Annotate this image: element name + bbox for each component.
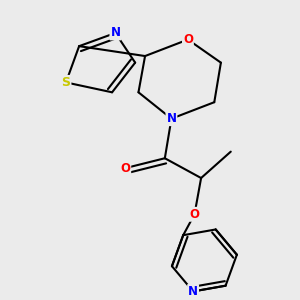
Text: O: O	[190, 208, 200, 221]
Text: N: N	[188, 285, 198, 298]
Text: S: S	[61, 76, 70, 89]
Text: O: O	[120, 162, 130, 175]
Text: N: N	[110, 26, 120, 40]
Text: O: O	[183, 33, 193, 46]
Text: N: N	[167, 112, 176, 125]
